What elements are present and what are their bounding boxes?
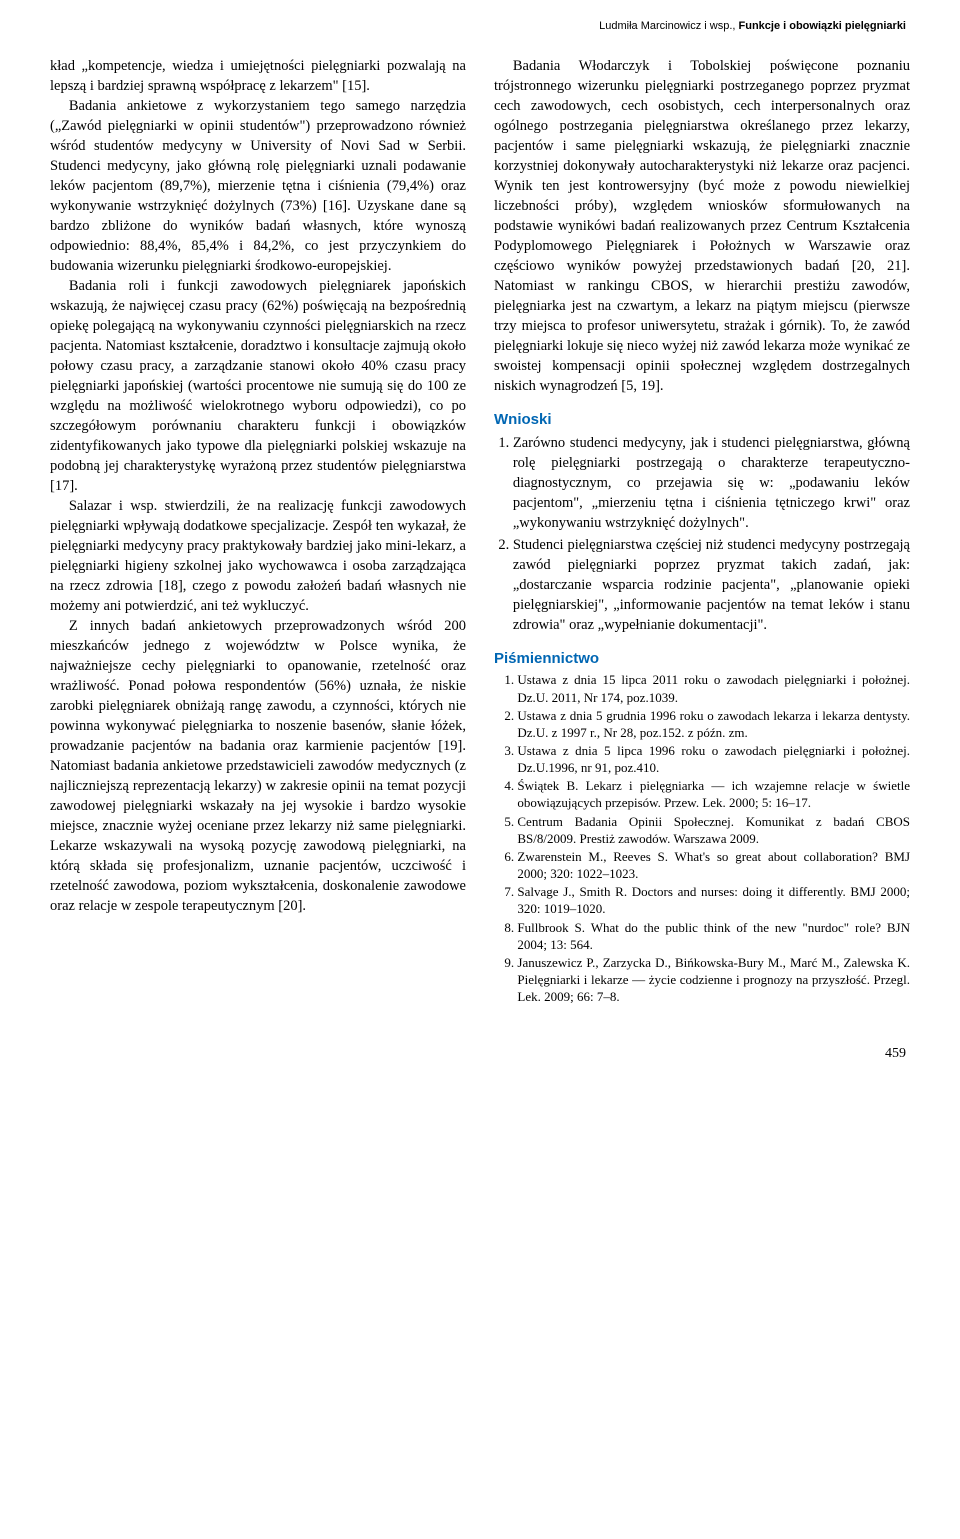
reference-item: Ustawa z dnia 15 lipca 2011 roku o zawod…	[517, 671, 910, 705]
paragraph: Salazar i wsp. stwierdzili, że na realiz…	[50, 496, 466, 616]
section-heading-wnioski: Wnioski	[494, 410, 910, 431]
header-authors: Ludmiła Marcinowicz i wsp.,	[599, 20, 738, 32]
running-header: Ludmiła Marcinowicz i wsp., Funkcje i ob…	[50, 20, 910, 32]
reference-item: Salvage J., Smith R. Doctors and nurses:…	[517, 883, 910, 917]
reference-item: Zwarenstein M., Reeves S. What's so grea…	[517, 848, 910, 882]
page-number: 459	[50, 1046, 910, 1062]
paragraph: Z innych badań ankietowych przeprowadzon…	[50, 616, 466, 916]
reference-item: Fullbrook S. What do the public think of…	[517, 919, 910, 953]
paragraph: Badania Włodarczyk i Tobolskiej poświęco…	[494, 56, 910, 396]
left-column: kład „kompetencje, wiedza i umiejętności…	[50, 56, 466, 1006]
reference-item: Ustawa z dnia 5 lipca 1996 roku o zawoda…	[517, 742, 910, 776]
paragraph: Badania roli i funkcji zawodowych pielęg…	[50, 276, 466, 496]
paragraph: kład „kompetencje, wiedza i umiejętności…	[50, 56, 466, 96]
reference-item: Januszewicz P., Zarzycka D., Bińkowska-B…	[517, 954, 910, 1005]
references-list: Ustawa z dnia 15 lipca 2011 roku o zawod…	[494, 671, 910, 1005]
reference-item: Centrum Badania Opinii Społecznej. Komun…	[517, 813, 910, 847]
reference-item: Ustawa z dnia 5 grudnia 1996 roku o zawo…	[517, 707, 910, 741]
two-column-layout: kład „kompetencje, wiedza i umiejętności…	[50, 56, 910, 1006]
reference-item: Świątek B. Lekarz i pielęgniarka — ich w…	[517, 777, 910, 811]
paragraph: Badania ankietowe z wykorzystaniem tego …	[50, 96, 466, 276]
conclusions-list: Zarówno studenci medycyny, jak i studenc…	[494, 433, 910, 635]
list-item: Studenci pielęgniarstwa częściej niż stu…	[513, 535, 910, 635]
header-title: Funkcje i obowiązki pielęgniarki	[739, 20, 907, 32]
right-column: Badania Włodarczyk i Tobolskiej poświęco…	[494, 56, 910, 1006]
list-item: Zarówno studenci medycyny, jak i studenc…	[513, 433, 910, 533]
section-heading-pismiennictwo: Piśmiennictwo	[494, 649, 910, 670]
